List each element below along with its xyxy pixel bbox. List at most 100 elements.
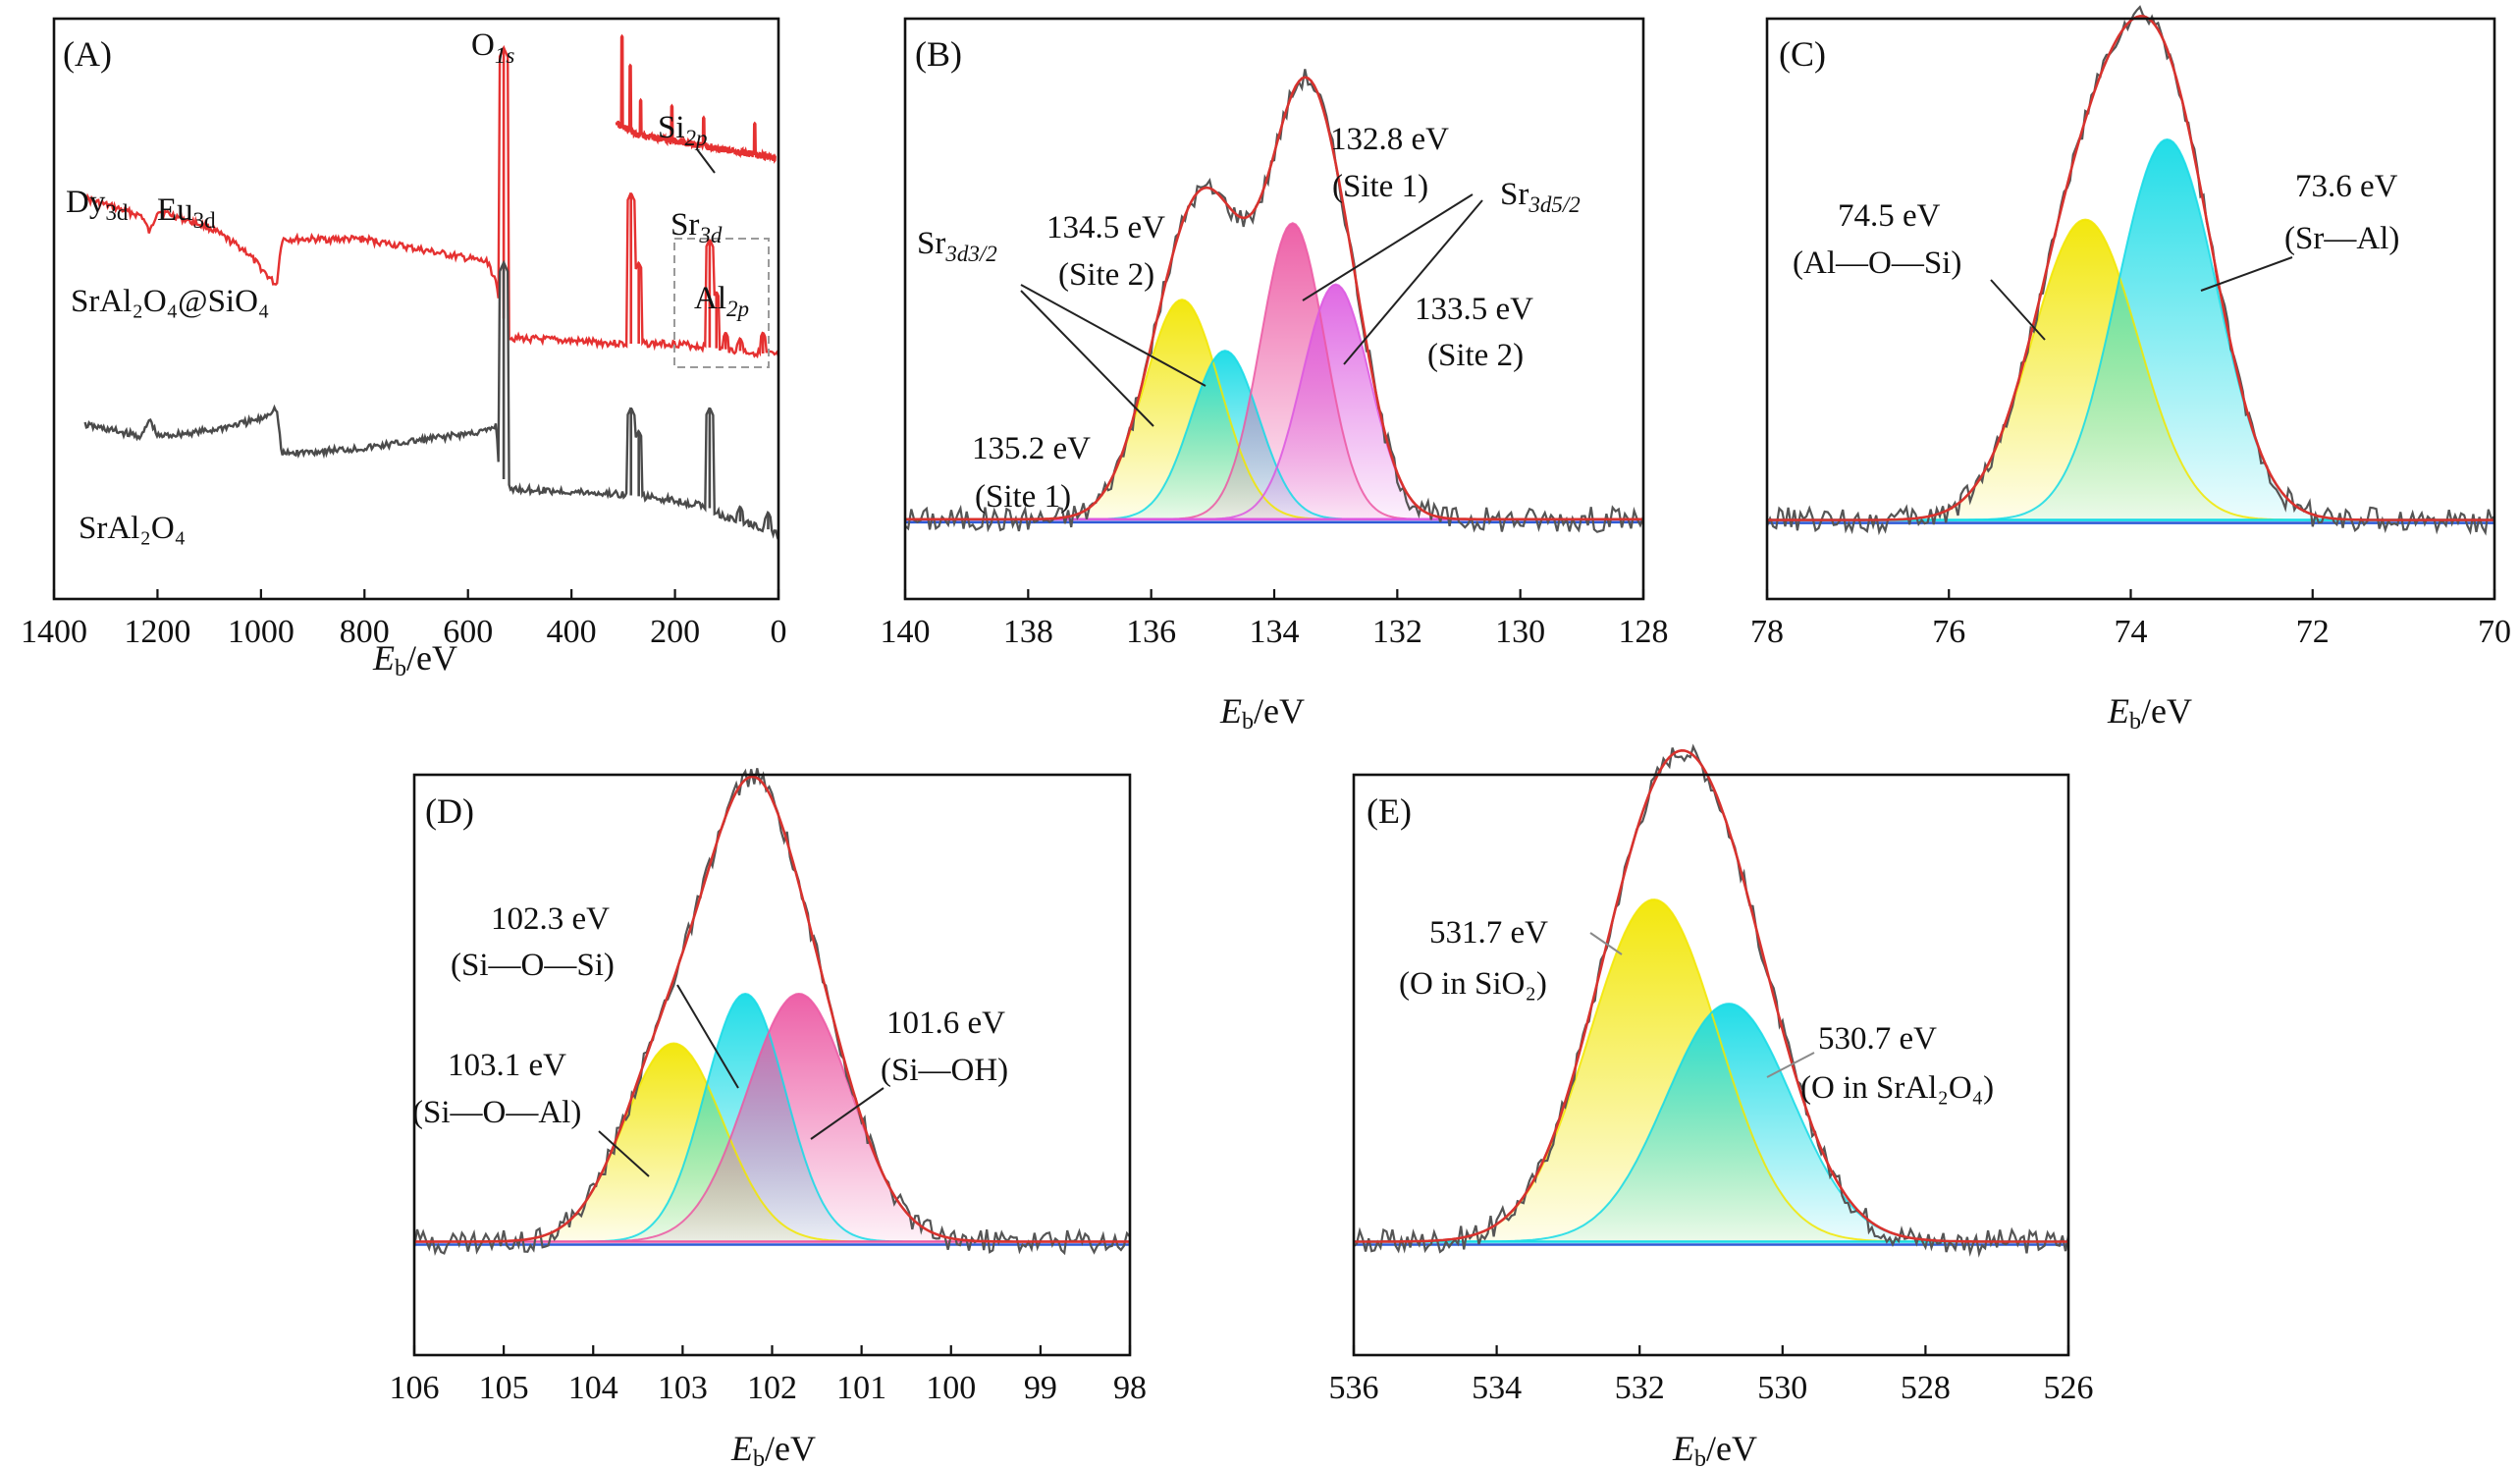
panel-a-xlabel: Eb/eV xyxy=(372,638,457,681)
e-ann-531-7: 531.7 eV xyxy=(1429,915,1548,951)
x-tick-label: 100 xyxy=(926,1370,976,1406)
d-leader-103-1 xyxy=(598,1130,650,1177)
panel-e-xlabel: Eb/eV xyxy=(1672,1429,1757,1469)
survey-spectrum-3 xyxy=(615,33,777,164)
x-tick-label: 74 xyxy=(2115,614,2148,650)
x-tick-label: 532 xyxy=(1615,1370,1665,1406)
panel-d-ticks: 106 105 104 103 102 101 100 99 98 xyxy=(390,1345,1147,1406)
fit-envelope xyxy=(1767,15,2494,521)
fit-envelope xyxy=(1354,748,2068,1243)
si2p-label: Si2p xyxy=(658,110,708,150)
x-tick-label: 104 xyxy=(568,1370,618,1406)
si2p-leader xyxy=(696,148,716,174)
c-ann-74-5-bond: (Al—O—Si) xyxy=(1793,245,1961,281)
x-tick-label: 102 xyxy=(747,1370,797,1406)
b-ann-133-5: 133.5 eV xyxy=(1415,292,1533,327)
b-leader-sr3d52-b xyxy=(1343,199,1483,365)
panel-a-frame xyxy=(52,17,780,601)
e-leader-531-7 xyxy=(1589,932,1623,955)
panel-a-inset-box xyxy=(673,238,770,368)
x-tick-label: 200 xyxy=(650,614,700,650)
x-tick-label: 70 xyxy=(2478,614,2511,650)
raw-spectrum xyxy=(412,768,1131,1256)
b-ann-134-5: 134.5 eV xyxy=(1046,210,1165,245)
panel-d-series xyxy=(412,768,1131,1256)
panel-c-al2p: 78 76 74 72 70 (C) 74.5 eV (Al—O—Si) 73.6 eV… xyxy=(1750,5,2511,734)
panel-d-si2p: 106 105 104 103 102 101 100 99 98 (D) 102.3 eV (… xyxy=(390,768,1147,1469)
b-leader-sr3d32-b xyxy=(1020,290,1154,427)
panel-d-xlabel: Eb/eV xyxy=(730,1429,816,1469)
x-tick-label: 528 xyxy=(1901,1370,1951,1406)
panel-e-frame xyxy=(1352,773,2070,1357)
x-tick-label: 138 xyxy=(1003,614,1053,650)
x-tick-label: 98 xyxy=(1113,1370,1147,1406)
x-tick-label: 103 xyxy=(658,1370,708,1406)
component-fill-2 xyxy=(1767,139,2494,520)
b-ann-135-2: 135.2 eV xyxy=(972,431,1091,466)
panel-e-series xyxy=(1353,743,2070,1258)
d-leader-101-6 xyxy=(810,1087,885,1140)
d-ann-102-3: 102.3 eV xyxy=(491,901,610,937)
b-ann-sr3d32: Sr3d3/2 xyxy=(917,226,997,266)
sr3d-label: Sr3d xyxy=(670,207,723,247)
x-tick-label: 600 xyxy=(443,614,493,650)
x-tick-label: 140 xyxy=(881,614,931,650)
coated-sample-label: SrAl₂O₄@SiO₄ xyxy=(71,284,269,319)
fit-envelope xyxy=(905,76,1643,521)
component-fill-3 xyxy=(905,223,1643,519)
x-tick-label: 130 xyxy=(1495,614,1545,650)
b-ann-132-8: 132.8 eV xyxy=(1330,122,1449,157)
panel-c-series xyxy=(1765,5,2495,536)
panel-e-letter: (E) xyxy=(1367,791,1412,831)
survey-spectrum-2 xyxy=(83,259,780,540)
b-ann-133-5-site: (Site 2) xyxy=(1427,338,1524,373)
panel-e-ticks: 536 534 532 530 528 526 xyxy=(1329,1345,2094,1406)
e-ann-530-7: 530.7 eV xyxy=(1818,1021,1937,1057)
x-tick-label: 1200 xyxy=(124,614,190,650)
dy3d-label: Dy3d xyxy=(66,185,129,225)
x-tick-label: 530 xyxy=(1757,1370,1807,1406)
d-leader-102-3 xyxy=(676,984,739,1089)
eu3d-label: Eu3d xyxy=(157,192,216,233)
d-ann-103-1-bond: (Si—O—Al) xyxy=(412,1095,581,1130)
component-fill-3 xyxy=(414,994,1130,1242)
panel-b-ticks: 140 138 136 134 132 130 128 xyxy=(881,589,1669,650)
raw-spectrum xyxy=(904,69,1645,533)
x-tick-label: 128 xyxy=(1619,614,1669,650)
x-tick-label: 1400 xyxy=(21,614,87,650)
x-tick-label: 105 xyxy=(479,1370,529,1406)
al2p-label: Al2p xyxy=(694,281,749,321)
x-tick-label: 0 xyxy=(771,614,787,650)
x-tick-label: 134 xyxy=(1250,614,1300,650)
c-leader-73-6 xyxy=(2200,256,2293,292)
panel-a-letter: (A) xyxy=(63,34,112,74)
x-tick-label: 526 xyxy=(2044,1370,2094,1406)
x-tick-label: 800 xyxy=(340,614,390,650)
panel-a-series xyxy=(83,33,780,540)
panel-e-o1s: 536 534 532 530 528 526 (E) 531.7 eV (O in Si… xyxy=(1329,743,2094,1469)
x-tick-label: 132 xyxy=(1372,614,1422,650)
panel-b-sr3d: 140 138 136 134 132 130 128 (B) 132.8 eV (Site… xyxy=(881,17,1669,734)
panel-b-xlabel: Eb/eV xyxy=(1219,691,1305,734)
b-ann-sr3d52: Sr3d5/2 xyxy=(1500,177,1581,217)
survey-spectrum-1 xyxy=(84,44,780,359)
x-tick-label: 106 xyxy=(390,1370,440,1406)
panel-d-letter: (D) xyxy=(425,791,474,831)
d-ann-102-3-bond: (Si—O—Si) xyxy=(451,948,615,983)
x-tick-label: 76 xyxy=(1932,614,1965,650)
panel-b-letter: (B) xyxy=(915,34,962,74)
c-ann-74-5: 74.5 eV xyxy=(1838,198,1941,234)
panel-a-ticks: 1400 1200 1000 800 600 400 200 0 xyxy=(21,589,787,650)
bare-sample-label: SrAl₂O₄ xyxy=(79,511,186,546)
e-leader-530-7 xyxy=(1766,1052,1815,1078)
b-ann-134-5-site: (Site 2) xyxy=(1058,257,1154,293)
e-ann-531-7-bond: (O in SiO₂) xyxy=(1399,966,1547,1002)
d-ann-101-6: 101.6 eV xyxy=(886,1006,1005,1041)
panel-c-xlabel: Eb/eV xyxy=(2107,691,2192,734)
d-ann-101-6-bond: (Si—OH) xyxy=(881,1053,1008,1088)
e-ann-530-7-bond: (O in SrAl₂O₄) xyxy=(1800,1070,1994,1106)
x-tick-label: 101 xyxy=(836,1370,886,1406)
d-ann-103-1: 103.1 eV xyxy=(448,1048,566,1083)
panel-c-ticks: 78 76 74 72 70 xyxy=(1750,589,2511,650)
panel-a-survey: 1400 1200 1000 800 600 400 200 0 (A) O1s Si2p S… xyxy=(21,17,787,681)
